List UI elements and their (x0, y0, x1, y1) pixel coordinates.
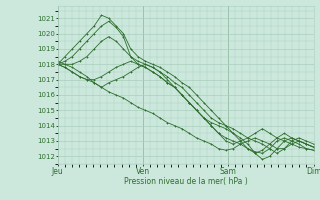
X-axis label: Pression niveau de la mer( hPa ): Pression niveau de la mer( hPa ) (124, 177, 247, 186)
